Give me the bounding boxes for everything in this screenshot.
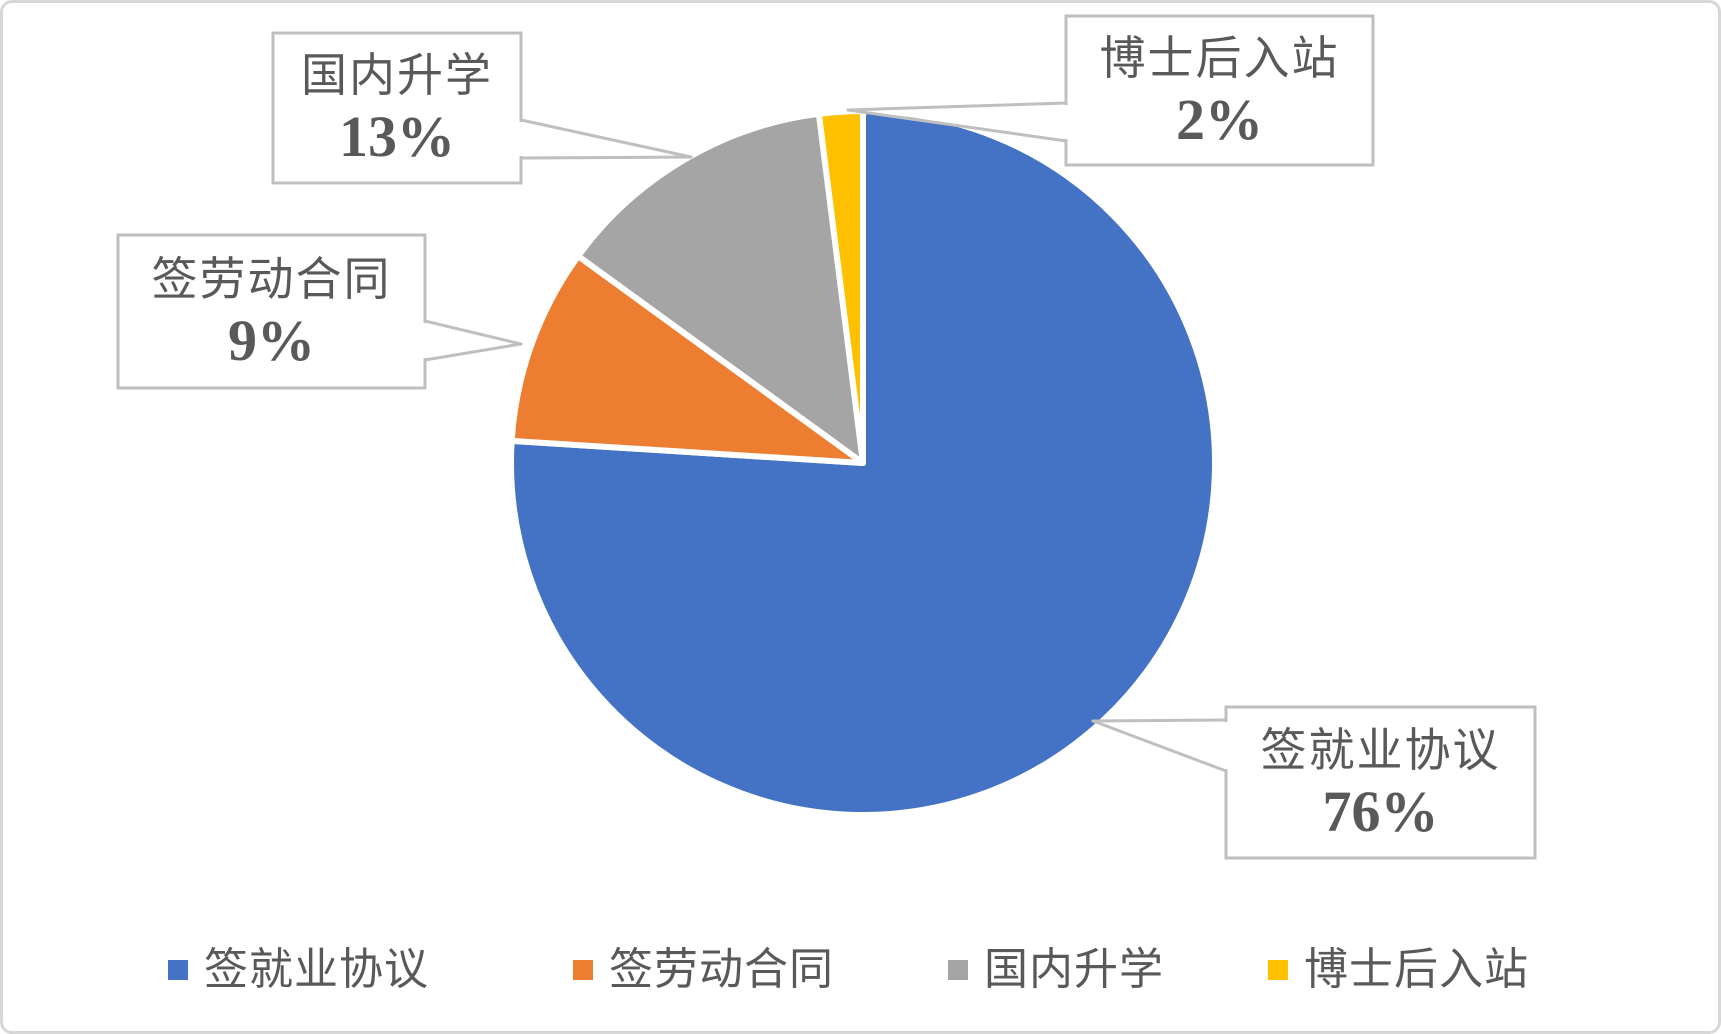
callout-leader-line [423,342,523,362]
legend-swatch-domestic-study [948,960,968,980]
callout-box-3 [1064,14,1375,167]
legend-item-domestic-study: 国内升学 [948,947,1164,993]
legend-label-postdoc-entry: 博士后入站 [1304,945,1529,994]
pie-chart-canvas [116,14,1537,860]
legend-item-labor-contract: 签劳动合同 [573,947,834,993]
callout-leader-line [1091,719,1228,773]
legend-swatch-employment-agreement [168,960,188,980]
legend-swatch-labor-contract [573,960,593,980]
callout-leader-line [423,319,523,346]
legend-label-employment-agreement: 签就业协议 [204,945,429,994]
callout-leader-line [519,118,693,159]
legend-label-domestic-study: 国内升学 [984,945,1164,994]
callout-leader-line [519,155,693,160]
pie-slice-labor-contract [508,253,866,466]
legend-item-employment-agreement: 签就业协议 [168,947,429,993]
legend-label-labor-contract: 签劳动合同 [609,945,834,994]
callout-box-2 [271,31,523,185]
callout-box-1 [116,233,427,390]
callout-leader-line [1091,718,1228,723]
callout-box-0 [1224,705,1537,860]
callout-leader-line [846,101,1068,112]
legend-item-postdoc-entry: 博士后入站 [1268,947,1529,993]
legend-swatch-postdoc-entry [1268,960,1288,980]
pie-slice-domestic-study [575,110,866,466]
callout-leader-line [846,108,1068,143]
